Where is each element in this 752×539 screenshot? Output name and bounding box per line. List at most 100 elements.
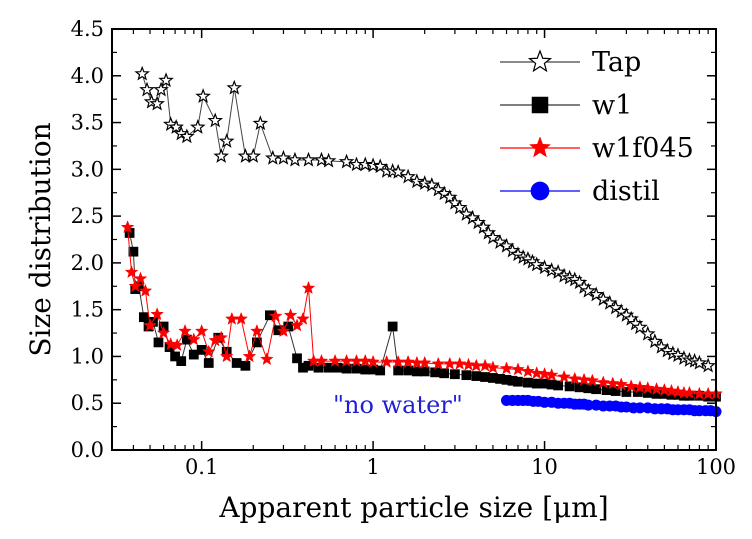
data-point-w1	[153, 337, 164, 348]
data-point-tap	[475, 219, 492, 234]
data-point-w1f045	[461, 357, 476, 371]
data-point-tap	[365, 157, 381, 173]
data-point-tap	[580, 282, 597, 298]
data-point-w1	[513, 376, 523, 387]
data-point-w1	[387, 321, 398, 332]
series-layer	[120, 65, 723, 418]
data-point-w1f045	[276, 323, 291, 338]
data-point-w1f045	[431, 356, 446, 370]
data-point-tap	[134, 65, 150, 81]
data-point-w1f045	[379, 354, 394, 368]
data-point-w1f045	[401, 354, 415, 368]
data-point-w1f045	[290, 318, 304, 332]
data-point-w1	[283, 321, 294, 332]
data-point-w1	[252, 337, 262, 348]
data-point-w1	[495, 374, 505, 384]
data-point-tap	[190, 119, 206, 134]
data-point-w1	[265, 310, 275, 321]
data-point-w1	[341, 363, 352, 374]
data-point-tap	[226, 79, 243, 95]
data-point-w1	[610, 386, 621, 396]
data-point-w1f045	[640, 381, 655, 395]
data-point-w1	[181, 334, 192, 345]
data-point-w1f045	[283, 308, 298, 322]
y-tick-label: 1.5	[71, 298, 104, 322]
data-point-w1	[298, 362, 308, 373]
data-point-tap	[536, 259, 553, 275]
data-point-w1f045	[150, 307, 164, 321]
data-point-w1	[411, 366, 422, 377]
legend-marker-w1f045	[528, 136, 552, 158]
data-point-w1f045	[614, 377, 629, 391]
legend-marker-w1	[531, 96, 549, 114]
data-point-tap	[390, 163, 406, 179]
data-point-tap	[485, 229, 501, 245]
data-point-w1	[651, 388, 662, 399]
data-point-distil	[634, 402, 646, 414]
data-point-tap	[320, 152, 337, 168]
data-point-w1f045	[486, 360, 500, 374]
data-point-tap	[458, 206, 475, 221]
data-point-w1	[553, 380, 563, 391]
data-point-w1f045	[156, 325, 171, 339]
legend-marker-tap	[527, 49, 553, 73]
series-tap	[134, 65, 716, 373]
data-point-w1f045	[234, 311, 249, 325]
data-point-w1f045	[124, 265, 139, 279]
data-point-tap	[632, 319, 648, 335]
data-point-tap	[647, 333, 663, 349]
data-point-w1	[471, 371, 482, 381]
data-point-w1	[292, 353, 302, 364]
data-point-tap	[588, 286, 604, 302]
data-point-tap	[670, 347, 686, 363]
data-point-tap	[492, 234, 508, 249]
data-point-tap	[213, 148, 230, 163]
data-point-tap	[139, 81, 155, 97]
data-point-tap	[313, 151, 330, 167]
data-point-w1	[313, 362, 324, 373]
data-point-tap	[430, 181, 447, 197]
data-point-w1	[659, 388, 670, 399]
data-point-w1	[461, 370, 472, 381]
data-point-tap	[409, 173, 425, 189]
data-point-w1	[368, 364, 378, 375]
data-point-w1f045	[163, 337, 178, 351]
data-point-w1	[666, 389, 677, 400]
y-tick-label: 0.5	[71, 391, 104, 415]
data-point-w1	[488, 373, 498, 383]
data-point-tap	[207, 112, 224, 128]
legend-label-tap: Tap	[592, 47, 641, 78]
data-point-tap	[550, 264, 566, 279]
data-point-w1f045	[417, 355, 432, 369]
data-point-tap	[245, 148, 262, 163]
data-point-w1	[574, 382, 585, 393]
x-tick-label: 1	[366, 455, 379, 479]
data-point-w1	[196, 345, 207, 355]
data-point-tap	[451, 199, 468, 215]
data-point-tap	[252, 115, 269, 131]
data-point-w1	[393, 365, 404, 376]
x-tick-label: 0.1	[185, 455, 218, 479]
data-point-distil	[582, 399, 594, 411]
data-point-w1f045	[596, 375, 611, 389]
data-point-w1	[419, 366, 430, 377]
data-point-w1f045	[452, 356, 467, 370]
data-point-w1f045	[138, 283, 153, 297]
data-point-tap	[357, 156, 374, 172]
data-point-w1	[430, 367, 440, 378]
data-point-w1f045	[201, 344, 216, 358]
data-point-w1f045	[242, 349, 257, 363]
data-point-w1f045	[585, 373, 600, 387]
axes-layer: 0.0 0.5 1.0 1.5 2.0 2.5 3.0 3.5 4.0 4.5 0.1 1 10 100	[71, 17, 736, 479]
data-point-w1f045	[682, 385, 697, 399]
data-point-w1f045	[301, 280, 316, 294]
y-tick-label: 3.0	[71, 157, 104, 181]
data-point-w1	[124, 228, 135, 238]
data-point-w1	[601, 385, 612, 395]
data-point-w1	[591, 384, 602, 395]
legend-label-w1: w1	[592, 90, 632, 121]
data-point-w1	[375, 365, 386, 376]
data-point-w1f045	[328, 353, 342, 367]
data-point-w1	[501, 374, 512, 385]
